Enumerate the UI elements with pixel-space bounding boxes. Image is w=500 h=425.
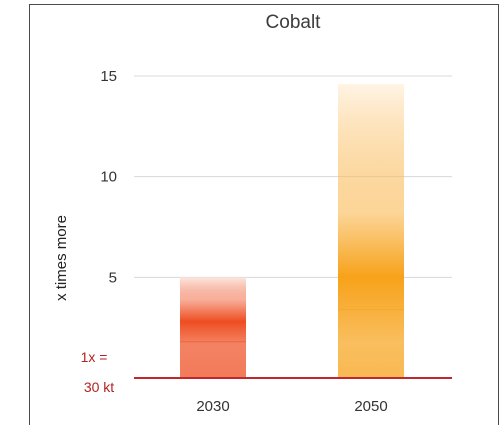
y-tick-label: 10 [100,169,117,186]
range-bar-2030 [180,277,246,378]
x-tick-label: 2050 [354,398,387,415]
range-bars [180,84,404,378]
y-tick-label: 15 [100,68,117,85]
y-tick-label: 5 [109,269,117,286]
y-tick-labels: 5 10 15 [100,68,117,286]
gridlines [134,75,452,278]
chart-frame [29,4,499,425]
baseline-label-line1: 1x = [81,349,108,365]
x-tick-label: 2030 [196,398,229,415]
chart-title: Cobalt [266,12,322,33]
range-bar-2050 [338,84,404,378]
baseline-label-line2: 30 kt [84,379,114,395]
y-axis-label: x times more [53,215,70,301]
x-tick-labels: 2030 2050 [196,398,387,415]
